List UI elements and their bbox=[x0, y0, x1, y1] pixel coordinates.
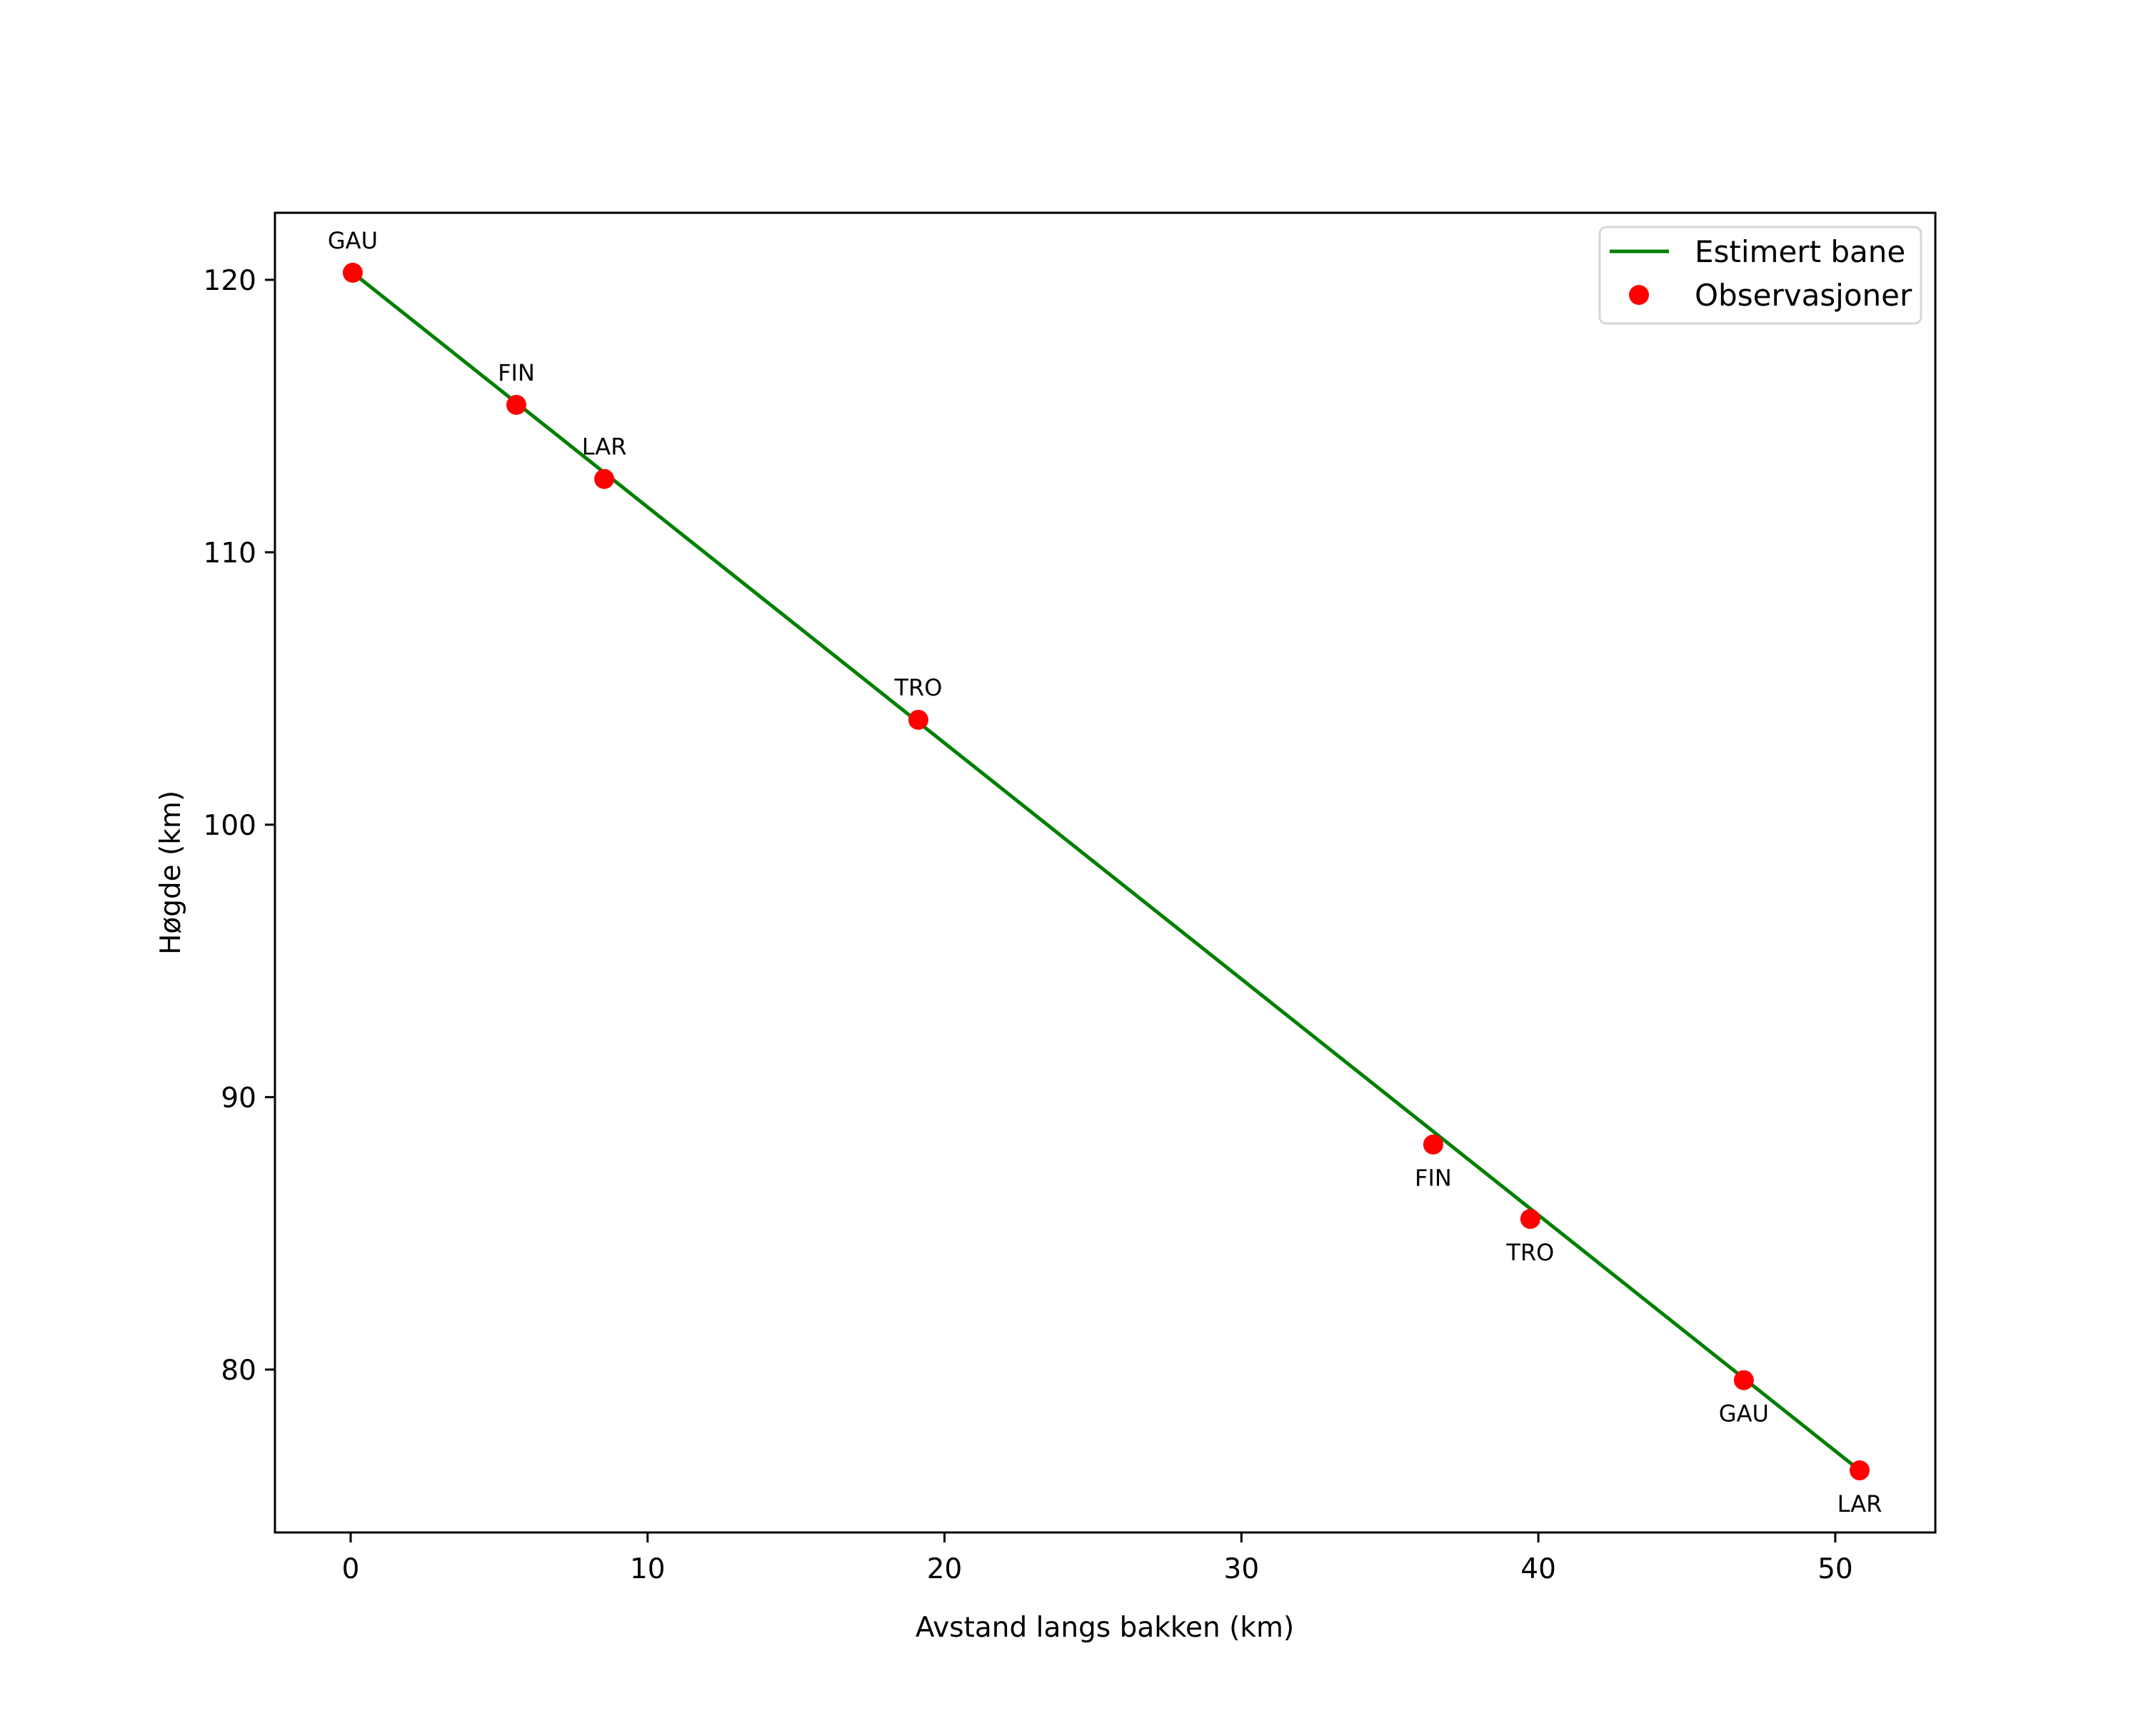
observation-point bbox=[342, 262, 363, 283]
y-tick-label: 120 bbox=[204, 265, 256, 297]
y-axis-ticks: 80 90 100 110 120 bbox=[204, 265, 275, 1387]
x-tick-label: 10 bbox=[630, 1553, 666, 1585]
station-label: LAR bbox=[582, 433, 627, 461]
station-label: GAU bbox=[1719, 1400, 1769, 1428]
x-tick-label: 0 bbox=[342, 1553, 360, 1585]
legend-label-observations: Observasjoner bbox=[1695, 278, 1912, 313]
station-label: FIN bbox=[1415, 1165, 1452, 1192]
x-axis-label: Avstand langs bakken (km) bbox=[916, 1612, 1294, 1644]
y-tick-label: 80 bbox=[221, 1355, 256, 1387]
plot-area: GAU FIN LAR TRO FIN TRO GAU LAR bbox=[328, 227, 1882, 1517]
station-label: GAU bbox=[328, 227, 378, 254]
x-tick-label: 50 bbox=[1817, 1553, 1853, 1585]
x-tick-label: 40 bbox=[1520, 1553, 1556, 1585]
station-label: FIN bbox=[498, 359, 535, 386]
observation-points-series bbox=[342, 262, 1870, 1481]
legend-box bbox=[1598, 226, 1922, 325]
station-labels: GAU FIN LAR TRO FIN TRO GAU LAR bbox=[328, 227, 1882, 1517]
y-tick-label: 100 bbox=[204, 810, 256, 842]
observation-point bbox=[1733, 1370, 1754, 1390]
x-tick-label: 20 bbox=[927, 1553, 963, 1585]
observation-point bbox=[1849, 1460, 1870, 1481]
station-label: TRO bbox=[893, 674, 942, 701]
axes-frame bbox=[274, 211, 1937, 1534]
legend-dot-swatch-icon bbox=[1629, 285, 1649, 305]
observation-point bbox=[594, 468, 615, 489]
legend: Estimert bane Observasjoner bbox=[1598, 226, 1922, 325]
observation-point bbox=[908, 709, 928, 730]
y-tick-label: 110 bbox=[204, 537, 256, 569]
station-label: LAR bbox=[1837, 1490, 1882, 1517]
legend-label-estimated-path: Estimert bane bbox=[1695, 234, 1905, 269]
observation-point bbox=[506, 394, 527, 415]
observation-point bbox=[1423, 1134, 1443, 1155]
station-label: TRO bbox=[1505, 1239, 1554, 1266]
observation-point bbox=[1520, 1208, 1540, 1229]
y-axis-label: Høgde (km) bbox=[155, 791, 187, 955]
x-tick-label: 30 bbox=[1224, 1553, 1260, 1585]
x-axis-ticks: 0 10 20 30 40 50 bbox=[342, 1532, 1853, 1585]
y-tick-label: 90 bbox=[221, 1082, 256, 1114]
